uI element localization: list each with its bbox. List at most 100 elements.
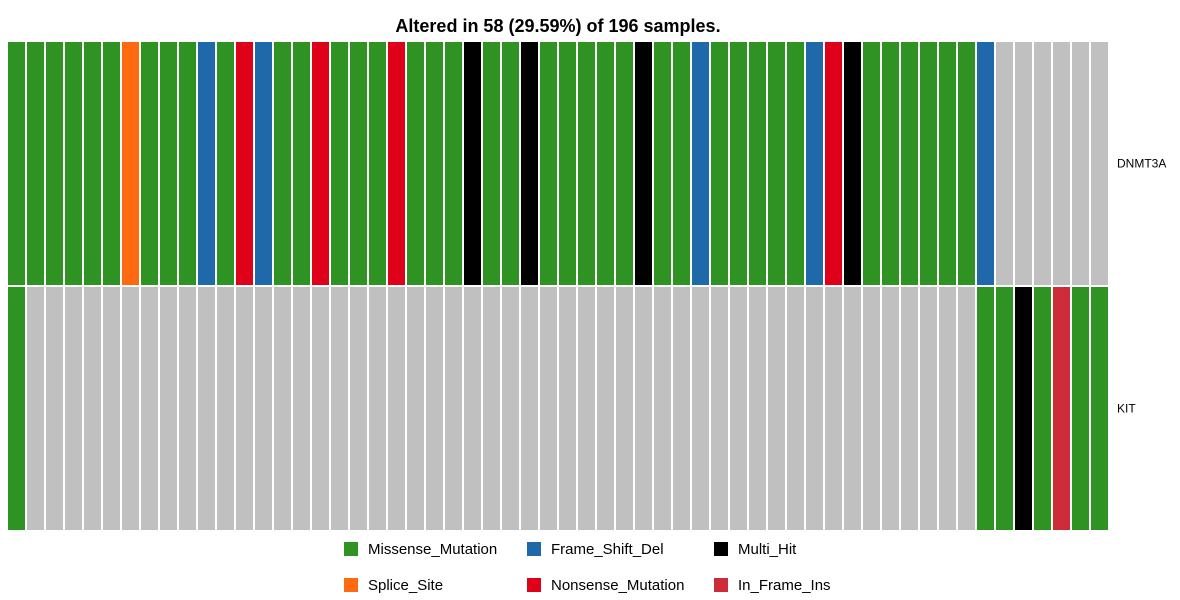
cell-kit-3 [46,287,63,530]
cell-kit-20 [369,287,386,530]
cell-dnmt3a-19 [350,42,367,285]
cell-dnmt3a-45 [844,42,861,285]
cell-dnmt3a-9 [160,42,177,285]
cell-dnmt3a-33 [616,42,633,285]
legend-swatch-multi-hit [714,542,728,556]
legend-swatch-missense-mutation [344,542,358,556]
heatmap-cells [8,42,1108,530]
cell-dnmt3a-54 [1015,42,1032,285]
cell-dnmt3a-39 [730,42,747,285]
cell-dnmt3a-7 [122,42,139,285]
cell-dnmt3a-43 [806,42,823,285]
legend-swatch-frame-shift-del [527,542,541,556]
cell-kit-35 [654,287,671,530]
cell-dnmt3a-51 [958,42,975,285]
legend-label-nonsense-mutation: Nonsense_Mutation [551,577,684,594]
gene-label-dnmt3a: DNMT3A [1117,157,1166,171]
cell-dnmt3a-6 [103,42,120,285]
cell-kit-22 [407,287,424,530]
legend-swatch-nonsense-mutation [527,578,541,592]
cell-dnmt3a-34 [635,42,652,285]
cell-kit-36 [673,287,690,530]
legend-swatch-in-frame-ins [714,578,728,592]
cell-dnmt3a-18 [331,42,348,285]
cell-dnmt3a-25 [464,42,481,285]
cell-kit-38 [711,287,728,530]
cell-kit-4 [65,287,82,530]
cell-dnmt3a-42 [787,42,804,285]
legend-label-multi-hit: Multi_Hit [738,541,797,558]
cell-kit-33 [616,287,633,530]
cell-dnmt3a-22 [407,42,424,285]
cell-kit-46 [863,287,880,530]
cell-kit-31 [578,287,595,530]
cell-kit-27 [502,287,519,530]
cell-kit-57 [1072,287,1089,530]
legend: Missense_Mutation Frame_Shift_Del Multi_Hi… [344,541,831,594]
cell-dnmt3a-15 [274,42,291,285]
cell-dnmt3a-26 [483,42,500,285]
cell-kit-21 [388,287,405,530]
cell-dnmt3a-17 [312,42,329,285]
cell-dnmt3a-20 [369,42,386,285]
cell-dnmt3a-4 [65,42,82,285]
cell-kit-17 [312,287,329,530]
cell-kit-41 [768,287,785,530]
cell-kit-39 [730,287,747,530]
cell-kit-52 [977,287,994,530]
cell-dnmt3a-44 [825,42,842,285]
cell-kit-10 [179,287,196,530]
cell-kit-2 [27,287,44,530]
cell-dnmt3a-24 [445,42,462,285]
cell-dnmt3a-36 [673,42,690,285]
cell-dnmt3a-16 [293,42,310,285]
legend-label-in-frame-ins: In_Frame_Ins [738,577,831,594]
cell-kit-6 [103,287,120,530]
cell-dnmt3a-50 [939,42,956,285]
cell-kit-26 [483,287,500,530]
cell-kit-43 [806,287,823,530]
gene-labels: DNMT3A KIT [1117,157,1166,416]
cell-dnmt3a-31 [578,42,595,285]
cell-dnmt3a-32 [597,42,614,285]
cell-kit-48 [901,287,918,530]
cell-kit-42 [787,287,804,530]
cell-kit-32 [597,287,614,530]
legend-swatch-splice-site [344,578,358,592]
cell-dnmt3a-55 [1034,42,1051,285]
cell-kit-51 [958,287,975,530]
cell-kit-12 [217,287,234,530]
cell-kit-14 [255,287,272,530]
cell-kit-5 [84,287,101,530]
cell-dnmt3a-30 [559,42,576,285]
cell-kit-58 [1091,287,1108,530]
cell-kit-13 [236,287,253,530]
cell-dnmt3a-21 [388,42,405,285]
cell-dnmt3a-8 [141,42,158,285]
cell-kit-11 [198,287,215,530]
cell-kit-28 [521,287,538,530]
cell-dnmt3a-58 [1091,42,1108,285]
cell-kit-47 [882,287,899,530]
cell-kit-54 [1015,287,1032,530]
cell-dnmt3a-47 [882,42,899,285]
cell-dnmt3a-3 [46,42,63,285]
cell-dnmt3a-14 [255,42,272,285]
cell-dnmt3a-56 [1053,42,1070,285]
cell-kit-37 [692,287,709,530]
cell-kit-34 [635,287,652,530]
cell-kit-7 [122,287,139,530]
cell-kit-15 [274,287,291,530]
cell-dnmt3a-5 [84,42,101,285]
cell-kit-55 [1034,287,1051,530]
cell-kit-56 [1053,287,1070,530]
legend-label-frame-shift-del: Frame_Shift_Del [551,541,664,558]
cell-dnmt3a-46 [863,42,880,285]
cell-dnmt3a-37 [692,42,709,285]
cell-kit-30 [559,287,576,530]
cell-kit-16 [293,287,310,530]
cell-kit-45 [844,287,861,530]
cell-kit-18 [331,287,348,530]
cell-dnmt3a-41 [768,42,785,285]
